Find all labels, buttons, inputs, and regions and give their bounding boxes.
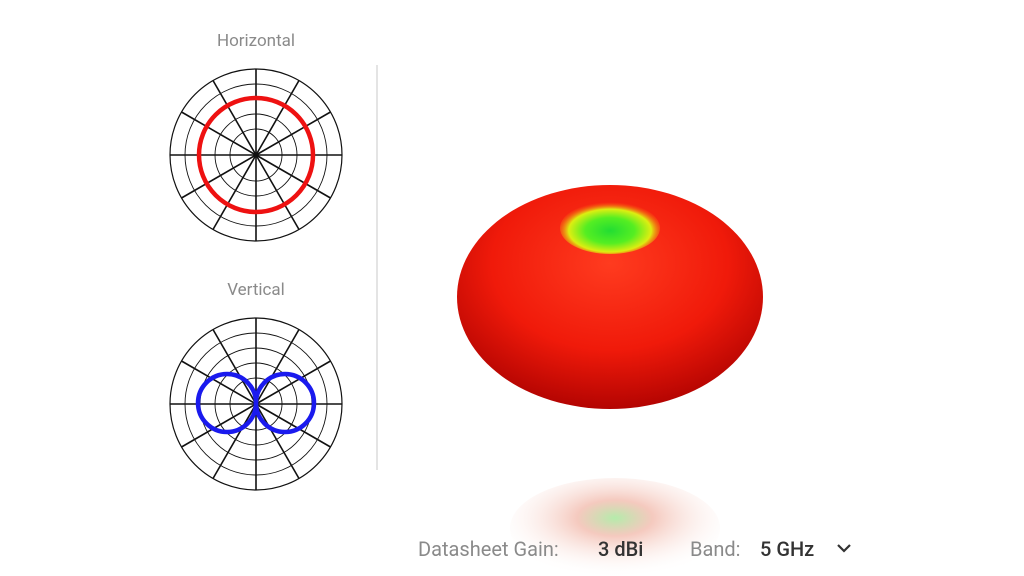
polar-spoke (212, 329, 257, 405)
torus (457, 185, 763, 409)
polar-spoke (255, 403, 331, 448)
polar-spoke (181, 111, 257, 156)
band-value[interactable]: 5 GHz (760, 537, 814, 561)
polar-spoke (255, 154, 331, 199)
polar-spoke (212, 154, 257, 230)
polar-spoke (181, 154, 257, 199)
polar-spoke (255, 111, 331, 156)
vertical-pattern-lobe (253, 371, 317, 435)
polar-spoke (181, 360, 257, 405)
polar-spoke (255, 80, 300, 156)
polar-plot (169, 317, 343, 491)
polar-plot (169, 68, 343, 242)
horizontal-pattern (196, 95, 316, 215)
band-dropdown[interactable]: 5 GHz (760, 537, 851, 561)
plot-label: Vertical (227, 280, 285, 300)
reflection (510, 478, 720, 576)
gain-value: 3 dBi (598, 537, 643, 561)
radiation-3d-view (457, 185, 763, 576)
polar-spoke (181, 403, 257, 448)
polar-spoke (212, 403, 257, 479)
vertical-pattern-lobe (195, 371, 259, 435)
polar-spoke (212, 80, 257, 156)
gain-label: Datasheet Gain: (418, 537, 559, 561)
polar-spoke (255, 154, 300, 230)
polar-spoke (255, 329, 300, 405)
polar-spoke (255, 403, 300, 479)
chevron[interactable] (837, 544, 851, 553)
polar-spoke (255, 360, 331, 405)
band-label: Band: (690, 537, 741, 561)
plot-label: Horizontal (217, 31, 295, 51)
torus-hole (560, 202, 660, 254)
